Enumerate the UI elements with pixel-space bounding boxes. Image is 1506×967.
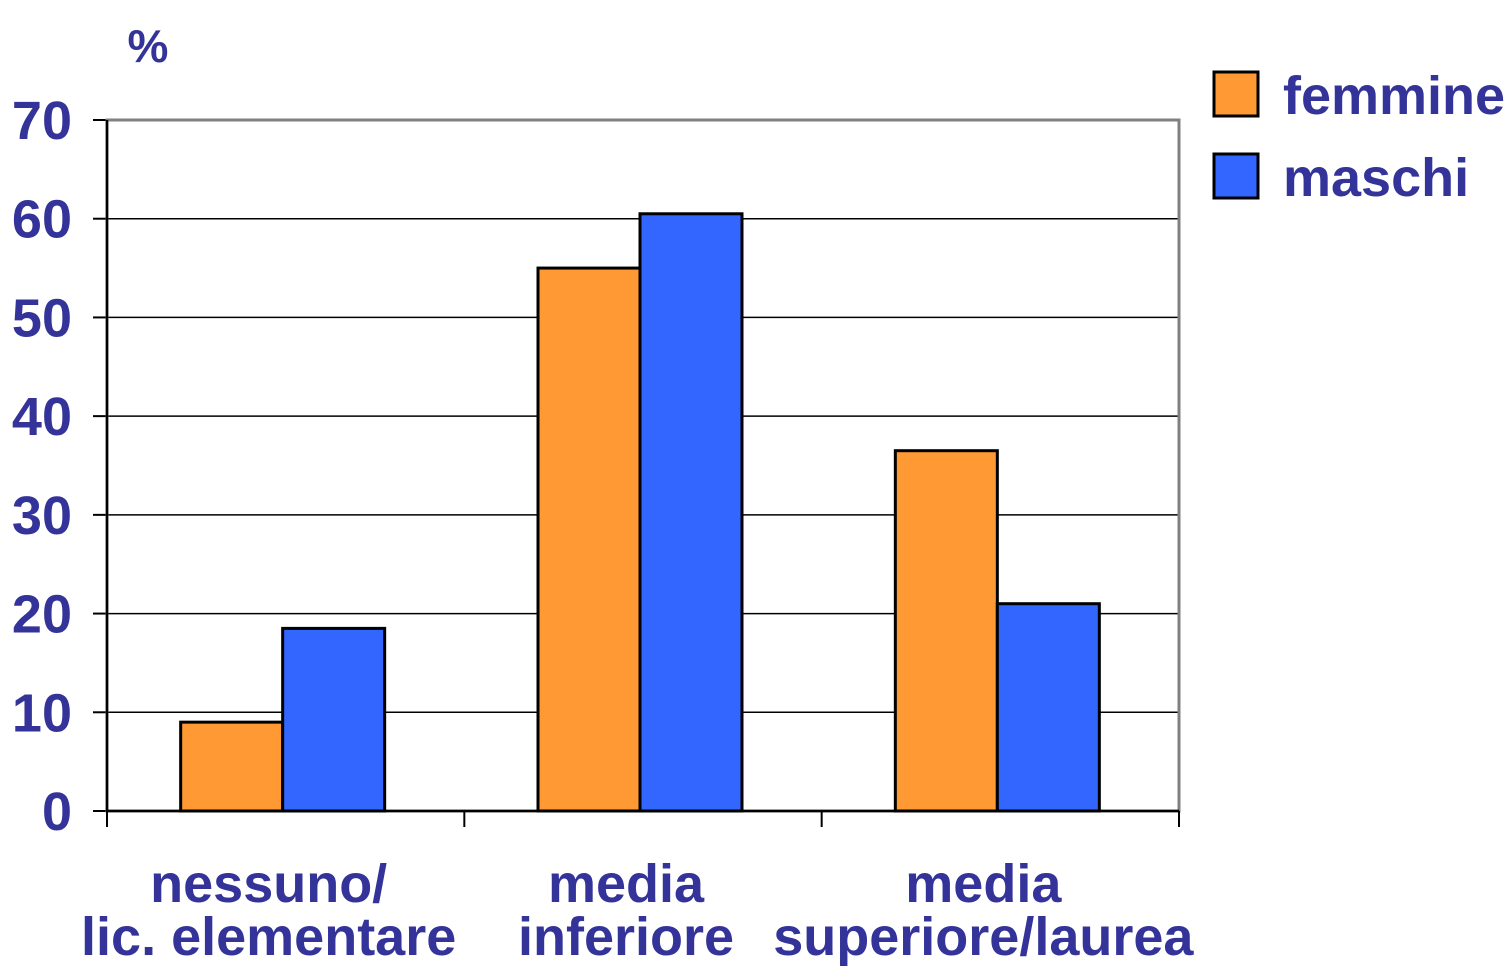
y-tick-label: 50	[12, 288, 72, 348]
x-category-label: nessuno/	[150, 854, 387, 914]
y-tick-label: 70	[12, 91, 72, 151]
bar-maschi-2	[995, 602, 1101, 813]
bar-maschi-1	[638, 212, 744, 813]
legend-swatch-femmine	[1212, 70, 1260, 118]
x-category-label: media	[548, 854, 705, 914]
x-category-label: lic. elementare	[81, 907, 456, 967]
y-tick-label: 40	[12, 387, 72, 447]
legend-label-maschi: maschi	[1283, 148, 1469, 208]
y-tick-label: 20	[12, 585, 72, 645]
legend-label-femmine: femmine	[1283, 66, 1505, 126]
bar-maschi-0	[281, 626, 387, 813]
x-category-label: inferiore	[518, 907, 734, 967]
y-axis-unit-label: %	[128, 20, 169, 72]
x-category-label: superiore/laurea	[773, 907, 1194, 967]
bar-femmine-0	[179, 720, 285, 813]
legend-swatch-maschi	[1212, 152, 1260, 200]
x-category-label: media	[905, 854, 1062, 914]
x-category-labels: nessuno/lic. elementaremediainferioremed…	[81, 854, 1194, 967]
legend: femmine maschi	[1212, 66, 1505, 208]
y-tick-label: 30	[12, 486, 72, 546]
y-tick-label: 0	[42, 782, 72, 842]
y-tick-label: 60	[12, 190, 72, 250]
bars	[179, 212, 1101, 813]
y-tick-label: 10	[12, 683, 72, 743]
y-tick-labels: 0 10 20 30 40 50 60 70	[12, 91, 72, 842]
bar-femmine-1	[536, 266, 642, 813]
axes	[105, 120, 1180, 827]
bar-femmine-2	[893, 449, 999, 813]
